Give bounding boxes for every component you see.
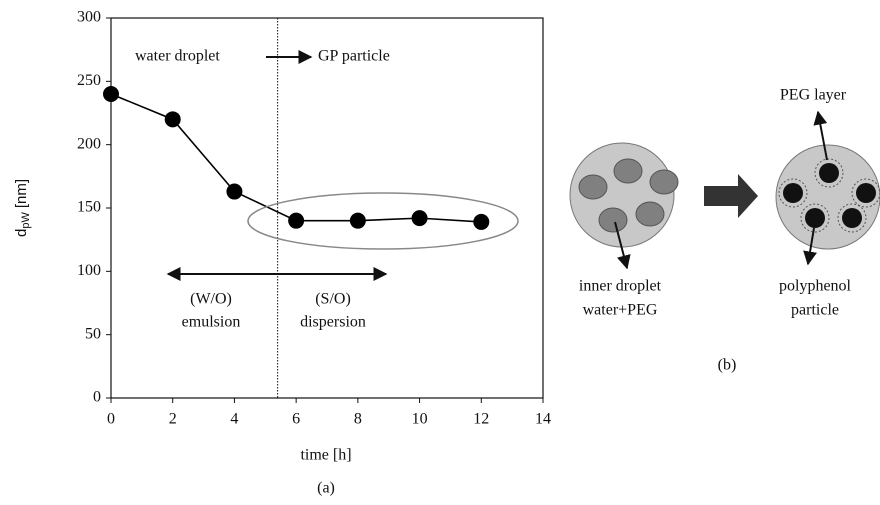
inner-droplet [649, 169, 679, 195]
label: PEG layer [780, 87, 847, 104]
block-arrow [704, 174, 758, 218]
inner-droplets [578, 158, 679, 233]
particle [837, 203, 867, 233]
x-tick-label: 14 [535, 411, 551, 428]
highlight-ellipse [247, 192, 519, 250]
y-tick-label: 250 [77, 72, 101, 89]
caption: (b) [718, 357, 737, 374]
annotation: water droplet [135, 48, 220, 65]
y-tick-label: 150 [77, 199, 101, 216]
data-point [226, 183, 243, 200]
x-tick-label: 0 [107, 411, 115, 428]
data-point [349, 212, 366, 229]
y-label-unit: [nm] [13, 179, 30, 208]
x-tick-label: 2 [169, 411, 177, 428]
inner-droplet [613, 158, 643, 184]
data-line [110, 93, 482, 223]
inner-droplet [578, 174, 608, 200]
x-axis-label: time [h] [300, 447, 351, 464]
data-point [473, 213, 490, 230]
particle [814, 158, 844, 188]
y-label-sub: pW [20, 212, 32, 229]
data-point [164, 111, 181, 128]
plot-frame [110, 17, 544, 399]
chart: 0 50 100 150 200 250 300 0 2 4 6 8 10 12 14 [77, 9, 551, 428]
y-tick-label: 0 [93, 389, 101, 406]
inner-droplet [635, 201, 665, 227]
y-tick-label: 100 [77, 262, 101, 279]
particle [851, 178, 880, 208]
annotation: (S/O) [315, 291, 351, 308]
particle [778, 178, 808, 208]
y-label-main: d [13, 229, 30, 237]
y-tick-label: 50 [85, 325, 101, 342]
inner-droplet [598, 207, 628, 233]
x-tick-label: 8 [354, 411, 362, 428]
y-tick-label: 200 [77, 135, 101, 152]
annotation: emulsion [182, 314, 241, 331]
annotation: dispersion [300, 314, 366, 331]
data-point [103, 86, 119, 102]
x-tick-label: 6 [292, 411, 300, 428]
arrow [803, 227, 817, 266]
diagram: inner droplet water+PEG PEG layer polyph… [569, 87, 880, 374]
y-tick-label: 300 [77, 9, 101, 26]
annotation: GP particle [318, 48, 390, 65]
label: inner droplet [579, 278, 662, 295]
caption: (a) [317, 480, 335, 497]
y-axis-label: dpW [nm] [13, 179, 32, 237]
data-point [411, 210, 428, 227]
x-tick-label: 10 [412, 411, 428, 428]
arrow [614, 221, 631, 270]
particle [800, 203, 830, 233]
label: polyphenol [779, 278, 852, 295]
annotation: (W/O) [190, 291, 232, 308]
label: water+PEG [583, 302, 658, 319]
label: particle [791, 302, 839, 319]
data-point [288, 212, 305, 229]
arrow [813, 110, 828, 161]
polyphenol-particles [778, 158, 880, 233]
x-tick-label: 4 [230, 411, 238, 428]
x-tick-label: 12 [473, 411, 489, 428]
